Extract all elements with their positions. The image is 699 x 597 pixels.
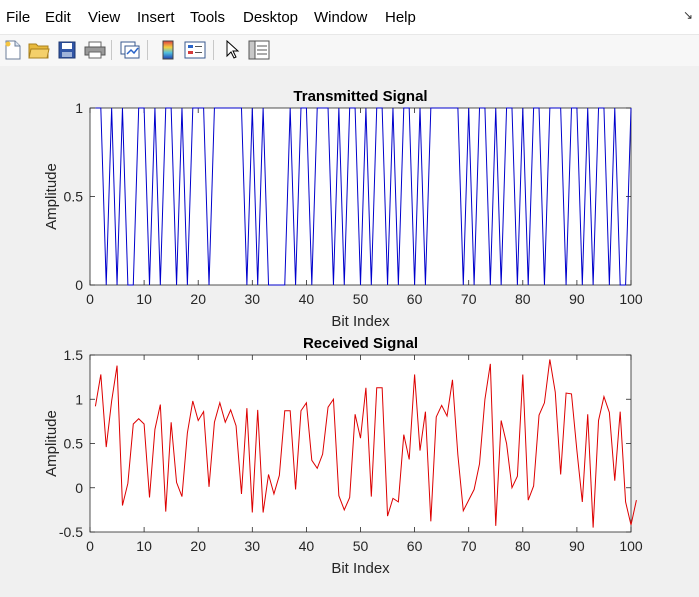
transmitted-y-axis-label: Amplitude bbox=[43, 163, 60, 230]
menu-view[interactable]: View bbox=[88, 9, 121, 26]
x-tick-label: 90 bbox=[569, 538, 585, 554]
received-axes: 0 10 20 30 40 50 60 70 80 90 100-0.500.511.5Receiv… bbox=[43, 335, 643, 577]
y-tick-label: -0.5 bbox=[59, 524, 83, 540]
transmitted-axes: 0 10 20 30 40 50 60 70 80 90 100 0 0.5 1 Transmitted S… bbox=[43, 88, 643, 330]
menu-bar: File Edit View Insert Tools Desktop Wind… bbox=[0, 0, 699, 34]
dock-arrow-icon[interactable]: ↘ bbox=[682, 8, 693, 22]
x-tick-label: 0 bbox=[86, 291, 94, 307]
new-figure-icon[interactable] bbox=[1, 38, 25, 62]
received-plot-area bbox=[89, 354, 632, 533]
y-tick-label: 0.5 bbox=[64, 189, 84, 205]
pointer-icon[interactable] bbox=[220, 38, 244, 62]
x-tick-label: 30 bbox=[245, 291, 261, 307]
x-tick-label: 70 bbox=[461, 291, 477, 307]
x-tick-label: 70 bbox=[461, 538, 477, 554]
menu-insert[interactable]: Insert bbox=[137, 9, 175, 26]
x-tick-label: 50 bbox=[353, 538, 369, 554]
y-tick-label: 1.5 bbox=[64, 347, 84, 363]
y-tick-label: 0 bbox=[75, 277, 83, 293]
x-tick-label: 90 bbox=[569, 291, 585, 307]
x-tick-label: 60 bbox=[407, 291, 423, 307]
x-tick-label: 100 bbox=[619, 291, 643, 307]
toolbar-separator bbox=[111, 40, 112, 60]
x-tick-label: 20 bbox=[190, 538, 206, 554]
x-tick-label: 60 bbox=[407, 538, 423, 554]
x-tick-label: 40 bbox=[299, 291, 315, 307]
open-folder-icon[interactable] bbox=[27, 38, 51, 62]
link-plot-icon[interactable] bbox=[118, 38, 142, 62]
x-tick-label: 30 bbox=[245, 538, 261, 554]
transmitted-x-axis-label: Bit Index bbox=[331, 313, 390, 330]
x-tick-label: 10 bbox=[136, 291, 152, 307]
transmitted-plot-area bbox=[89, 107, 632, 286]
toolbar-separator bbox=[147, 40, 148, 60]
x-tick-label: 80 bbox=[515, 538, 531, 554]
print-icon[interactable] bbox=[83, 38, 107, 62]
y-tick-label: 0 bbox=[75, 480, 83, 496]
toolbar-separator bbox=[213, 40, 214, 60]
transmitted-chart-title: Transmitted Signal bbox=[293, 88, 427, 105]
x-tick-label: 20 bbox=[190, 291, 206, 307]
x-tick-label: 80 bbox=[515, 291, 531, 307]
x-tick-label: 40 bbox=[299, 538, 315, 554]
menu-tools[interactable]: Tools bbox=[190, 9, 226, 26]
x-tick-label: 100 bbox=[619, 538, 643, 554]
x-tick-label: 0 bbox=[86, 538, 94, 554]
property-editor-icon[interactable] bbox=[247, 38, 271, 62]
x-tick-label: 10 bbox=[136, 538, 152, 554]
menu-help[interactable]: Help bbox=[385, 9, 416, 26]
menu-window[interactable]: Window bbox=[314, 9, 368, 26]
menu-file[interactable]: File bbox=[6, 9, 31, 26]
y-tick-label: 0.5 bbox=[64, 436, 84, 452]
y-tick-label: 1 bbox=[75, 100, 83, 116]
menu-edit[interactable]: Edit bbox=[45, 9, 71, 26]
legend-icon[interactable] bbox=[183, 38, 207, 62]
y-tick-label: 1 bbox=[75, 391, 83, 407]
figure-area: 0 10 20 30 40 50 60 70 80 90 100 0 0.5 1 Transmitted S… bbox=[0, 66, 699, 592]
received-x-axis-label: Bit Index bbox=[331, 560, 390, 577]
menu-desktop[interactable]: Desktop bbox=[243, 9, 299, 26]
x-tick-label: 50 bbox=[353, 291, 369, 307]
toolbar bbox=[0, 34, 699, 67]
colorbar-icon[interactable] bbox=[156, 38, 180, 62]
received-chart-title: Received Signal bbox=[303, 335, 418, 352]
transmitted-series-line bbox=[95, 107, 632, 286]
save-icon[interactable] bbox=[55, 38, 79, 62]
received-series-line bbox=[94, 359, 637, 528]
received-y-axis-label: Amplitude bbox=[43, 410, 60, 477]
